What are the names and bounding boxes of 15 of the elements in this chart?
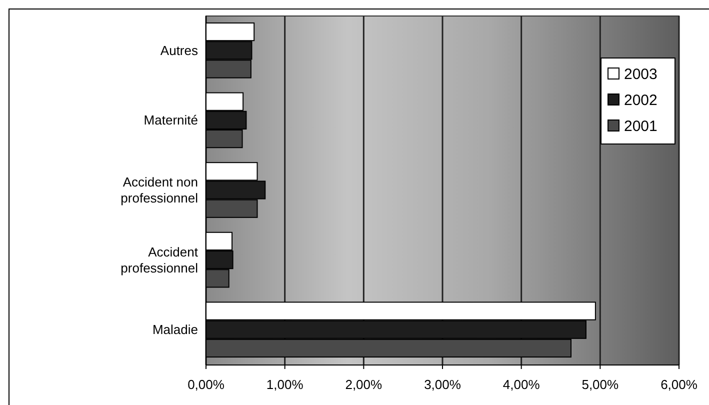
x-tick-label: 6,00% <box>660 377 698 392</box>
x-tick-label: 3,00% <box>424 377 462 392</box>
y-tick-label: Accident non professionnel <box>120 174 198 206</box>
y-tick-label: Maladie <box>152 322 198 338</box>
legend-label: 2003 <box>624 66 658 83</box>
x-tick-label: 1,00% <box>266 377 304 392</box>
x-tick-label: 4,00% <box>502 377 540 392</box>
legend-label: 2001 <box>624 118 658 135</box>
y-tick-label: Accident professionnel <box>120 244 198 276</box>
legend-label: 2002 <box>624 92 658 109</box>
y-tick-label: Maternité <box>144 112 198 128</box>
x-tick-label: 2,00% <box>345 377 383 392</box>
x-tick-label: 5,00% <box>582 377 620 392</box>
x-tick-label: 0,00% <box>188 377 225 392</box>
y-tick-label: Autres <box>160 42 198 58</box>
